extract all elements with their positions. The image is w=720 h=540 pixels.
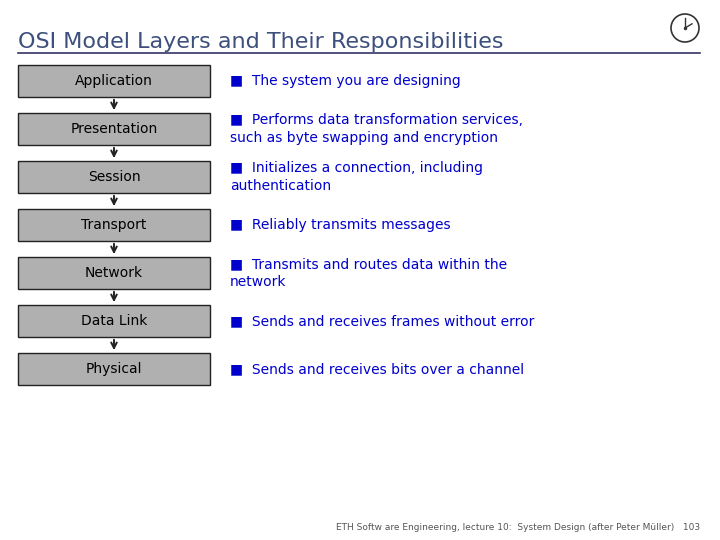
Text: ■  Initializes a connection, including
authentication: ■ Initializes a connection, including au… <box>230 161 483 193</box>
Text: ■  Sends and receives bits over a channel: ■ Sends and receives bits over a channel <box>230 362 524 376</box>
Text: ■  Reliably transmits messages: ■ Reliably transmits messages <box>230 218 451 232</box>
Text: Network: Network <box>85 266 143 280</box>
Text: Transport: Transport <box>81 218 147 232</box>
Text: Presentation: Presentation <box>71 122 158 136</box>
Text: ETH Softw are Engineering, lecture 10:  System Design (after Peter Müller)   103: ETH Softw are Engineering, lecture 10: S… <box>336 523 700 532</box>
FancyBboxPatch shape <box>18 305 210 337</box>
FancyBboxPatch shape <box>18 257 210 289</box>
FancyBboxPatch shape <box>18 65 210 97</box>
Text: Application: Application <box>75 74 153 88</box>
Text: Session: Session <box>88 170 140 184</box>
Text: ■  Sends and receives frames without error: ■ Sends and receives frames without erro… <box>230 314 534 328</box>
FancyBboxPatch shape <box>18 353 210 385</box>
FancyBboxPatch shape <box>18 209 210 241</box>
Text: ■  The system you are designing: ■ The system you are designing <box>230 74 461 88</box>
FancyBboxPatch shape <box>18 161 210 193</box>
Text: ■  Transmits and routes data within the
network: ■ Transmits and routes data within the n… <box>230 257 507 289</box>
Text: ■  Performs data transformation services,
such as byte swapping and encryption: ■ Performs data transformation services,… <box>230 113 523 145</box>
Text: Physical: Physical <box>86 362 143 376</box>
FancyBboxPatch shape <box>18 113 210 145</box>
Text: OSI Model Layers and Their Responsibilities: OSI Model Layers and Their Responsibilit… <box>18 32 503 52</box>
Text: Data Link: Data Link <box>81 314 147 328</box>
